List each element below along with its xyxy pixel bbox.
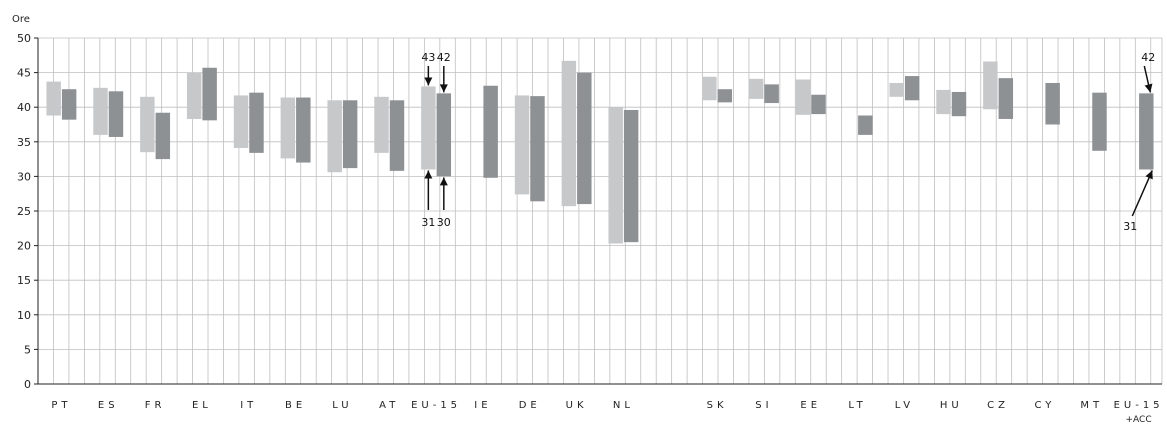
bar-dark [342,100,358,169]
bar-dark [389,100,405,171]
bar-dark [249,92,264,153]
x-tick-label: DE [519,400,541,411]
y-tick-label: 45 [17,67,31,80]
x-tick-label: SK [707,400,728,411]
annotation-label: 30 [437,216,451,229]
annotation-label: 31 [1123,220,1137,233]
bar-dark [764,84,779,104]
x-tick-label: EU-15 [411,400,461,411]
x-tick-label: HU [940,400,963,411]
bar-dark [296,97,311,163]
bar-dark [951,91,967,117]
x-tick-label: PT [51,400,71,411]
bar-light [608,107,623,244]
bar-dark [1139,93,1154,170]
x-axis-labels: PT ES FR EL IT BE LU AT EU-15 IE DE UK NL SK SI EE LT LV H… [51,400,1164,425]
x-tick-label: LU [332,400,352,411]
x-tick-label: MT [1080,400,1103,411]
x-tick-label: ES [98,400,119,411]
bar-dark [108,91,124,137]
bar-light [702,76,717,101]
y-axis-ticks: 0 5 10 15 20 25 30 35 40 45 50 [17,32,38,391]
x-tick-label: AT [379,400,399,411]
bar-dark [530,96,545,202]
bar-light [514,95,530,195]
y-tick-label: 20 [17,240,31,253]
bar-light [140,96,155,153]
x-tick-label: CZ [987,400,1009,411]
y-tick-label: 15 [17,274,31,287]
bar-light [327,100,342,173]
bars [46,60,1154,244]
bar-light [795,79,811,115]
bar-light [936,89,951,115]
y-tick-label: 30 [17,170,31,183]
x-tick-label: BE [285,400,306,411]
y-tick-label: 10 [17,309,31,322]
annotation-arrow-line [1131,170,1153,217]
bar-dark [717,89,733,103]
bar-light [280,97,296,159]
annotation-arrow-head [439,84,448,93]
x-tick-label: SI [755,400,772,411]
x-tick-label: IT [240,400,257,411]
annotation-label: 43 [421,51,435,64]
y-tick-label: 0 [24,378,31,391]
bar-dark [483,85,498,178]
bar-dark [436,93,452,177]
bar-dark [202,67,217,121]
bar-dark [904,76,920,101]
x-tick-label: FR [145,400,166,411]
x-tick-label: EU-15 [1114,400,1164,411]
y-tick-label: 40 [17,101,31,114]
annotation-arrow-head [424,170,433,179]
x-tick-label: LV [895,400,914,411]
x-tick-label: NL [613,400,634,411]
y-tick-label: 35 [17,136,31,149]
bar-dark [811,94,826,115]
bar-dark [1092,92,1107,151]
x-tick-label: LT [848,400,866,411]
bar-light [561,60,577,207]
y-tick-label: 50 [17,32,31,45]
x-tick-label: CY [1034,400,1055,411]
x-tick-label: +ACC [1126,415,1152,425]
x-tick-label: EE [800,400,821,411]
y-axis-unit-label: Ore [12,14,30,25]
annotation-label: 31 [421,216,435,229]
annotation-arrow-head [1145,170,1153,180]
annotation-label: 42 [1141,51,1155,64]
bar-dark [577,72,592,205]
bar-light [374,96,389,153]
bar-light [186,72,202,119]
bar-light [421,86,436,170]
bar-light [46,81,61,116]
bar-light [983,61,998,110]
annotation-arrow-head [439,177,448,186]
bar-dark [1045,82,1060,125]
bar-dark [623,109,639,243]
annotation-label: 42 [437,51,451,64]
x-tick-label: EL [192,400,212,411]
bar-light [889,82,904,97]
bar-dark [61,89,77,120]
annotation-arrow-head [1144,83,1153,93]
annotation-arrow-head [424,77,433,86]
bar-light [233,95,249,149]
horizontal-gridlines [38,37,1162,350]
x-tick-label: UK [566,400,588,411]
bar-dark [858,115,873,135]
bar-light [93,87,108,135]
bar-light [748,78,764,99]
y-tick-label: 5 [24,343,31,356]
y-tick-label: 25 [17,205,31,218]
bar-dark [998,78,1014,119]
x-tick-label: IE [474,400,491,411]
bar-dark [155,112,171,160]
